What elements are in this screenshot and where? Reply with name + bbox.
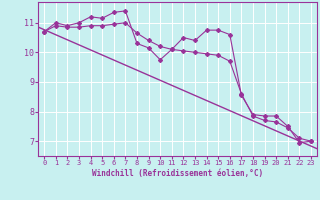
X-axis label: Windchill (Refroidissement éolien,°C): Windchill (Refroidissement éolien,°C) — [92, 169, 263, 178]
